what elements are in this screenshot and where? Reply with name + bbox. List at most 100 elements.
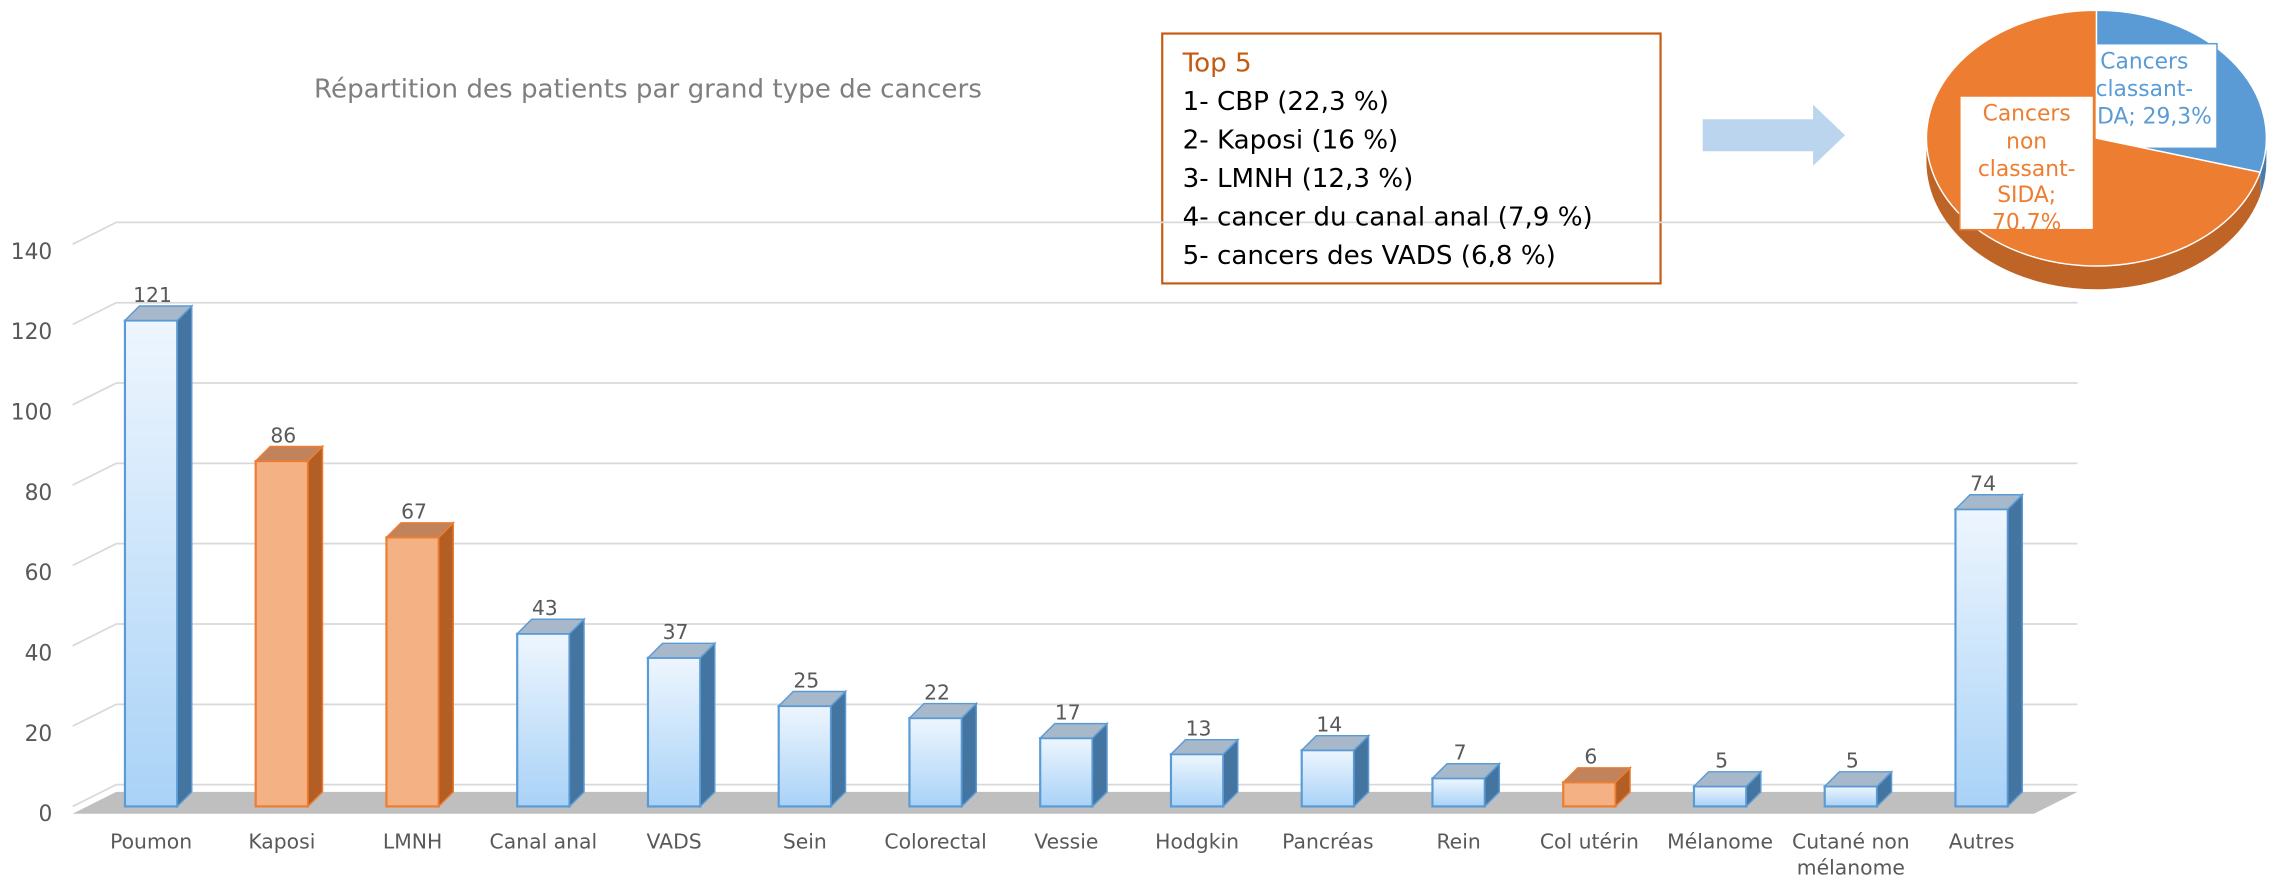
bar-top [1953, 493, 2025, 510]
x-tick-label: Colorectal [884, 831, 987, 855]
pie-label-box: Cancers classant-SIDA; 29,3% [2076, 48, 2212, 129]
annotation-line: 2- Kaposi (16 %) [1183, 125, 1399, 155]
bar [646, 656, 702, 808]
data-label: 5 [1846, 749, 1859, 773]
x-tick-label: Cutané non mélanome [1792, 831, 1910, 880]
grid-line [72, 703, 2078, 727]
data-label: 5 [1715, 749, 1728, 773]
y-tick-label: 20 [25, 722, 53, 747]
x-tick-label: LMNH [382, 831, 443, 855]
bar [123, 319, 179, 808]
y-tick-label: 60 [25, 561, 53, 586]
bar-side [699, 641, 716, 809]
data-label: 25 [793, 668, 819, 692]
y-tick-label: 140 [11, 240, 53, 265]
bar-top [1692, 771, 1763, 788]
x-tick-label-box: Poumon [110, 831, 193, 855]
data-label: 67 [401, 500, 427, 524]
bar [1431, 777, 1486, 808]
x-tick-label: Sein [782, 831, 827, 855]
bar [1823, 785, 1879, 808]
annotation-title: Top 5 [1182, 49, 1252, 79]
bar-top [1299, 734, 1371, 751]
bar [1169, 753, 1225, 808]
bar-top [123, 305, 194, 322]
pie-label-bg [1959, 95, 2095, 231]
pie-label: Cancers classant-SIDA; 29,3% [2076, 48, 2212, 129]
bar-side [568, 617, 585, 809]
bar-top [907, 702, 979, 719]
data-label: 7 [1454, 741, 1467, 765]
bar-side [307, 444, 324, 809]
grid-line [72, 623, 2078, 647]
annotation-line: 1- CBP (22,3 %) [1183, 86, 1389, 116]
bar-top [1038, 722, 1109, 739]
annotation-text: 1- CBP (22,3 %) 2- Kaposi (16 %) 3- LMNH (… [1183, 86, 1593, 270]
bar [385, 536, 440, 808]
grid-line [72, 382, 2078, 406]
bar-top [515, 618, 586, 635]
bar-top [253, 445, 325, 462]
arrow [1702, 104, 1846, 166]
x-tick-label: Pancréas [1282, 831, 1374, 855]
grid-line [72, 462, 2078, 486]
x-tick-label: Autres [1948, 831, 2015, 855]
x-tick-label: Vessie [1034, 831, 1099, 855]
bar [254, 459, 310, 808]
y-tick-label: 0 [38, 802, 52, 827]
pie-side [2260, 138, 2267, 196]
data-label: 74 [1970, 472, 1996, 496]
data-label: 22 [924, 680, 950, 704]
x-tick-label: VADS [646, 831, 702, 855]
bar-side [176, 304, 193, 809]
bar-top [384, 522, 456, 539]
bar-side [438, 521, 455, 809]
y-tick-label: 40 [25, 642, 53, 667]
bar-top [1561, 767, 1632, 784]
bar [1562, 781, 1617, 808]
chart-title: Répartition des patients par grand type … [314, 75, 982, 105]
pie-label-box: Cancers non classant-SIDA; 70,7% [1977, 100, 2076, 235]
bar [908, 716, 963, 808]
x-tick-label-box: Canal anal [490, 831, 598, 854]
annotation-line: 4- cancer du canal anal (7,9 %) [1183, 202, 1593, 232]
bar [777, 704, 833, 808]
bar-side [830, 689, 847, 809]
annotation-line: 3- LMNH (12,3 %) [1183, 163, 1414, 193]
data-label: 14 [1316, 713, 1342, 737]
data-label: 13 [1186, 717, 1212, 741]
bar-top [1430, 763, 1502, 780]
y-tick-label: 120 [11, 320, 53, 345]
x-tick-label-box: Pancréas [1282, 831, 1374, 855]
x-tick-label-box: LMNH [382, 831, 443, 855]
bar-side [2007, 492, 2024, 809]
x-tick-label-box: Mélanome [1667, 831, 1773, 854]
x-tick-label-box: Col utérin [1539, 831, 1639, 855]
bar [1039, 737, 1094, 808]
annotation-line: 5- cancers des VADS (6,8 %) [1183, 240, 1556, 270]
data-label: 6 [1584, 745, 1597, 769]
x-tick-label-box: Kaposi [248, 831, 316, 855]
annotation-box [1161, 32, 1662, 285]
x-tick-label-box: Sein [782, 831, 827, 855]
y-tick-label: 80 [25, 481, 53, 506]
bar-top [776, 690, 848, 707]
x-tick-label: Poumon [110, 831, 193, 855]
grid-line [72, 221, 2078, 245]
data-label: 17 [1055, 700, 1081, 724]
data-label: 86 [270, 423, 296, 447]
x-tick-label: Col utérin [1539, 831, 1639, 855]
bar [1692, 785, 1748, 808]
x-tick-label: Kaposi [248, 831, 316, 855]
x-tick-label-box: Autres [1948, 831, 2015, 855]
x-tick-label-box: Rein [1436, 831, 1480, 854]
bar [516, 632, 571, 808]
bar [1954, 508, 2009, 808]
x-tick-label-box: Colorectal [884, 831, 987, 855]
bar-top [1822, 771, 1894, 788]
x-tick-label-box: VADS [646, 831, 702, 855]
pie-label: Cancers non classant-SIDA; 70,7% [1977, 100, 2076, 235]
grid-line [72, 301, 2078, 326]
